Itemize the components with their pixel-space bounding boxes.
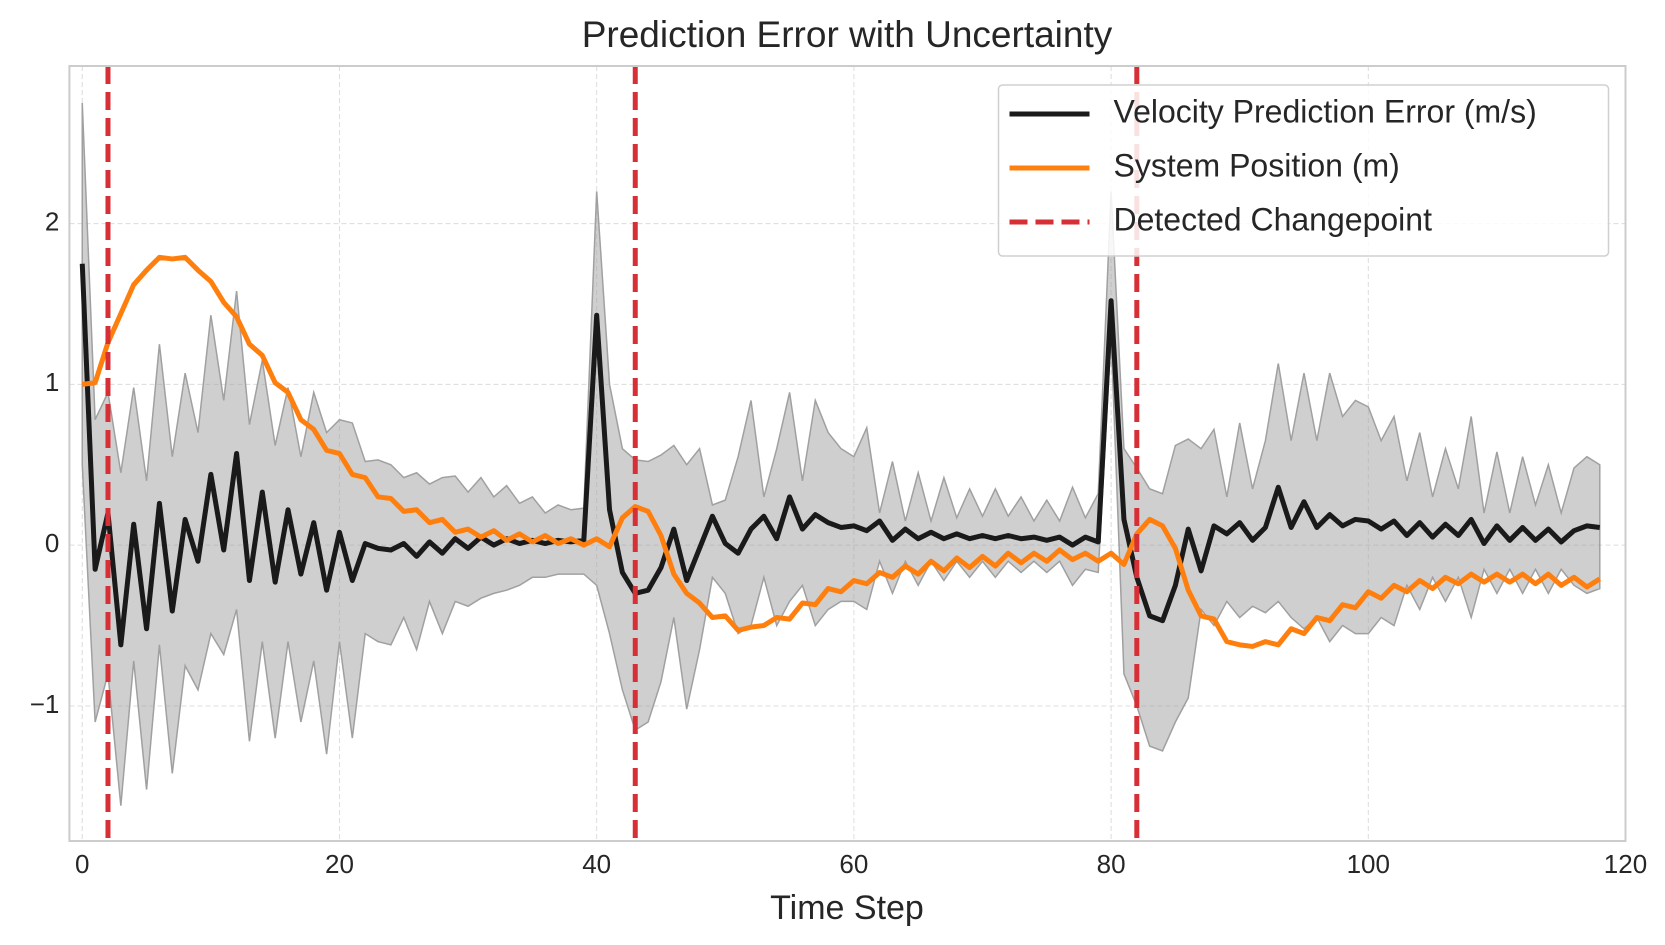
y-tick-label: 0: [45, 528, 59, 558]
legend-box: [997, 84, 1610, 257]
x-tick-label: 120: [1604, 849, 1647, 879]
x-tick-label: 60: [839, 849, 868, 879]
x-tick-label: 100: [1347, 849, 1390, 879]
x-axis-label: Time Step: [770, 889, 924, 927]
series-line: [81, 254, 1602, 649]
series-line: [79, 263, 1601, 648]
y-tick-label: −1: [30, 689, 60, 719]
y-tick-label: 2: [45, 206, 59, 236]
legend-label: Detected Changepoint: [1114, 201, 1433, 237]
legend-label: Velocity Prediction Error (m/s): [1114, 93, 1537, 129]
legend-label: System Position (m): [1114, 147, 1400, 183]
x-tick-label: 20: [325, 849, 354, 879]
y-tick-label: 1: [45, 367, 59, 397]
uncertainty-band: [81, 102, 1601, 806]
plot-area: [79, 66, 1602, 841]
x-tick-label: 0: [75, 849, 89, 879]
x-tick-label: 40: [582, 849, 611, 879]
x-tick-label: 80: [1097, 849, 1126, 879]
chart-title: Prediction Error with Uncertainty: [582, 14, 1113, 55]
legend: Velocity Prediction Error (m/s) System Po…: [997, 84, 1610, 257]
plot-frame: [68, 65, 1627, 842]
